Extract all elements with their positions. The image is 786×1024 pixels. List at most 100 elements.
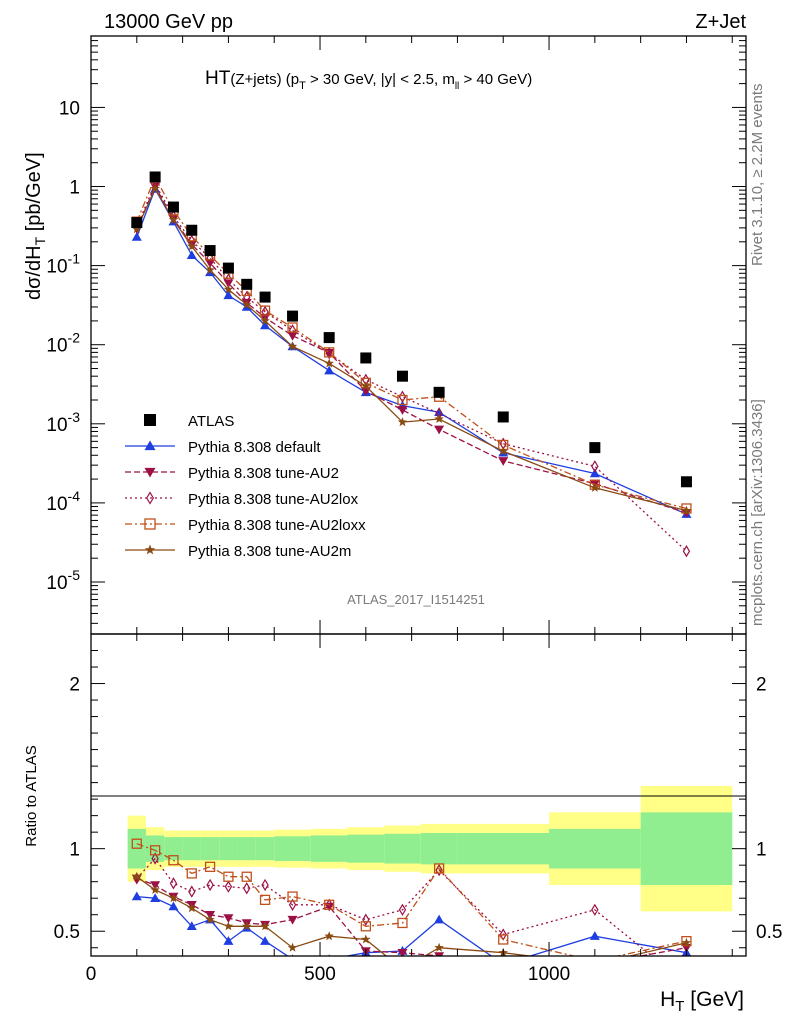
ratio-point bbox=[681, 935, 692, 947]
ratio-line bbox=[136, 895, 687, 956]
data-point bbox=[434, 425, 445, 435]
mcplots-label: mcplots.cern.ch [arXiv:1306.3436] bbox=[749, 399, 766, 626]
data-point bbox=[361, 381, 371, 391]
ratio-y-axis-label: Ratio to ATLAS bbox=[23, 745, 40, 846]
data-point bbox=[186, 224, 198, 236]
ratio-point bbox=[590, 959, 600, 968]
data-point bbox=[324, 365, 335, 375]
ratio-y-tick-label: 0.5 bbox=[756, 922, 782, 943]
data-point bbox=[150, 183, 160, 193]
data-point bbox=[360, 352, 372, 364]
legend-label: Pythia 8.308 tune-AU2loxx bbox=[188, 517, 366, 534]
data-point bbox=[131, 232, 142, 241]
legend-label: Pythia 8.308 default bbox=[188, 439, 321, 456]
ratio-panel: 2 2 1 1 0.5 0.5 0 500 1000 Ratio to ATLAS HT [G… bbox=[23, 633, 782, 1015]
data-point bbox=[589, 442, 601, 454]
inner-band bbox=[384, 833, 421, 864]
ratio-point bbox=[434, 952, 445, 956]
inner-band bbox=[310, 835, 348, 862]
main-plot-series bbox=[131, 171, 692, 558]
data-point bbox=[323, 332, 335, 344]
legend-marker bbox=[144, 467, 156, 478]
ratio-series-1 bbox=[131, 874, 692, 973]
data-point bbox=[168, 214, 179, 224]
data-point bbox=[498, 446, 508, 456]
y-tick-label: 10-5 bbox=[46, 567, 80, 594]
data-point bbox=[497, 411, 509, 423]
ratio-point bbox=[151, 852, 159, 865]
legend: ATLAS Pythia 8.308 default Pythia 8.308 tu… bbox=[125, 413, 366, 560]
ratio-point bbox=[261, 878, 269, 892]
series-0 bbox=[131, 171, 692, 488]
x-tick-label: 500 bbox=[304, 964, 336, 985]
data-point bbox=[132, 224, 142, 234]
ratio-point bbox=[260, 936, 271, 945]
data-point bbox=[397, 394, 408, 406]
ratio-point bbox=[186, 868, 197, 879]
data-point bbox=[433, 386, 445, 398]
y-tick-label: 1 bbox=[69, 178, 80, 199]
ratio-point bbox=[433, 863, 445, 874]
data-point bbox=[324, 358, 334, 368]
inner-band bbox=[640, 812, 733, 885]
data-point bbox=[222, 262, 234, 274]
inner-band bbox=[457, 832, 550, 865]
legend-label: Pythia 8.308 tune-AU2lox bbox=[188, 491, 359, 508]
ratio-point bbox=[131, 838, 142, 849]
legend-marker bbox=[144, 518, 156, 530]
data-point bbox=[260, 315, 270, 325]
series-4 bbox=[131, 172, 692, 514]
main-y-axis: 10 1 10-1 10-2 10-3 10-4 10-5 bbox=[46, 35, 746, 624]
data-point bbox=[590, 482, 600, 492]
inner-band bbox=[200, 837, 220, 861]
ratio-point bbox=[434, 914, 445, 924]
ratio-point bbox=[168, 855, 179, 866]
plot-title: HT(Z+jets) (pT > 30 GeV, |y| < 2.5, mll … bbox=[205, 68, 532, 92]
ratio-point bbox=[589, 955, 600, 956]
ratio-point bbox=[224, 880, 233, 893]
data-point bbox=[681, 505, 692, 515]
data-point bbox=[259, 305, 271, 316]
ratio-point bbox=[434, 942, 444, 952]
data-point bbox=[223, 284, 234, 294]
ratio-point bbox=[168, 901, 179, 911]
ratio-y-tick-label: 1 bbox=[69, 840, 80, 861]
legend-marker bbox=[144, 544, 156, 555]
data-point bbox=[682, 545, 691, 558]
ratio-point bbox=[241, 871, 252, 882]
ratio-point bbox=[288, 898, 297, 911]
ratio-point bbox=[681, 937, 692, 947]
data-point bbox=[260, 320, 271, 330]
ratio-point bbox=[498, 959, 508, 968]
legend-marker bbox=[144, 440, 156, 451]
main-panel: 10 1 10-1 10-2 10-3 10-4 10-5 HT(Z+jets) (pT >… bbox=[23, 35, 747, 635]
ratio-point bbox=[397, 948, 408, 956]
inner-band bbox=[549, 828, 641, 869]
ratio-point bbox=[498, 964, 508, 973]
ratio-point bbox=[361, 934, 371, 944]
x-axis-label: HT [GeV] bbox=[660, 988, 744, 1015]
ratio-point bbox=[205, 914, 215, 924]
ratio-point bbox=[169, 877, 178, 890]
series-line bbox=[136, 176, 687, 510]
legend-label: Pythia 8.308 tune-AU2m bbox=[188, 543, 351, 560]
ratio-point bbox=[259, 894, 271, 906]
x-axis: 0 500 1000 bbox=[86, 634, 733, 985]
data-point bbox=[241, 278, 253, 290]
data-point bbox=[205, 265, 215, 275]
ratio-line bbox=[136, 857, 653, 956]
y-axis-label: dσ/dHT [pb/GeV] bbox=[23, 152, 48, 300]
ratio-point bbox=[242, 921, 252, 931]
ratio-y-axis: 2 2 1 1 0.5 0.5 bbox=[54, 633, 782, 949]
ratio-point bbox=[168, 893, 179, 903]
legend-label: Pythia 8.308 tune-AU2 bbox=[188, 465, 339, 482]
ratio-line bbox=[136, 843, 687, 956]
y-tick-label: 10-4 bbox=[46, 488, 80, 515]
data-point bbox=[591, 460, 599, 473]
ratio-point bbox=[223, 871, 234, 882]
legend-marker bbox=[146, 491, 154, 505]
inner-band bbox=[164, 837, 183, 861]
ratio-series-4 bbox=[132, 871, 692, 968]
data-point bbox=[324, 347, 335, 358]
